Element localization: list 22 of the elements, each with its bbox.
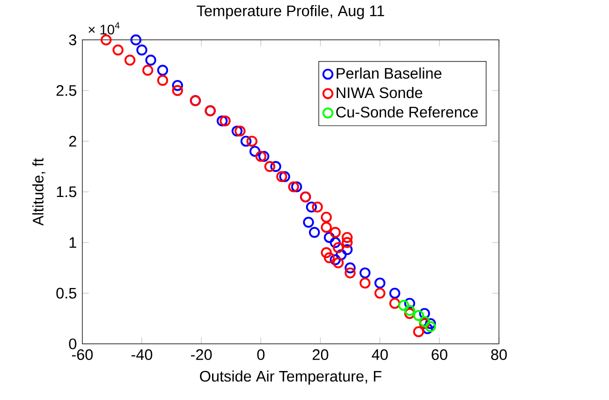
chart-title: Temperature Profile, Aug 11	[196, 4, 384, 20]
legend-label: Cu-Sonde Reference	[336, 106, 478, 118]
x-tick-label: -20	[191, 349, 212, 360]
y-tick-label: 1	[70, 237, 76, 248]
legend-label: Perlan Baseline	[336, 67, 442, 79]
y-axis-title: Altitude, ft	[32, 158, 46, 226]
text: × 10$^{4}$	[88, 22, 120, 34]
y-tick-label: 3	[69, 34, 76, 46]
y-tick-label: 2	[69, 136, 76, 146]
legend-label: NIWA Sonde	[336, 86, 422, 98]
y-tick-label: 1.5	[56, 186, 76, 198]
x-tick-label: 40	[372, 349, 388, 360]
x-tick-label: 60	[432, 349, 448, 360]
x-axis-title: Outside Air Temperature, F	[200, 370, 382, 385]
x-tick-label: 80	[491, 349, 507, 360]
x-tick-label: -60	[72, 349, 93, 360]
x-tick-label: 0	[257, 349, 265, 360]
x-tick-label: 20	[312, 349, 328, 360]
y-tick-label: 0.5	[56, 288, 76, 298]
y-tick-label: 0	[69, 338, 76, 350]
y-tick-label: 2.5	[56, 85, 76, 96]
x-tick-label: -40	[131, 349, 152, 360]
